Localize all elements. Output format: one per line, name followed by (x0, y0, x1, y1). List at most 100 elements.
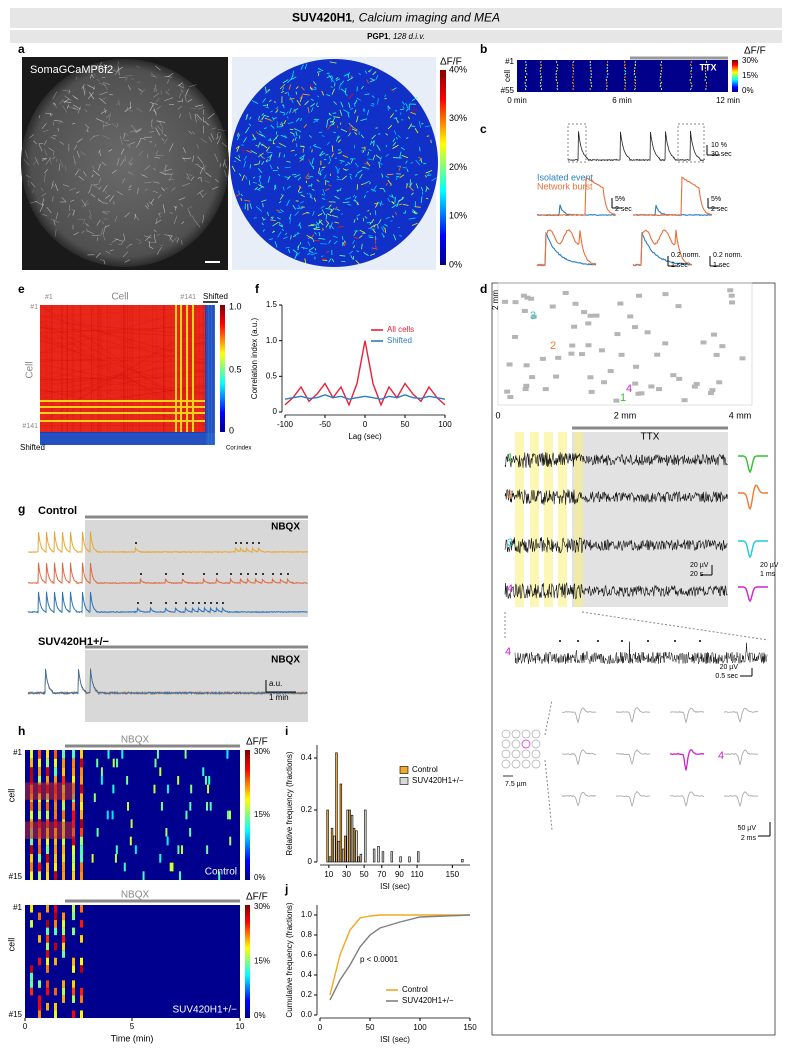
df-speck (405, 160, 408, 164)
event-dot (222, 602, 224, 604)
df-speck (340, 88, 347, 93)
event-dot (262, 573, 264, 575)
df-speck (243, 155, 247, 161)
df-speck (245, 126, 250, 134)
event-dot (204, 602, 206, 604)
df-speck (312, 165, 315, 170)
df-speck (321, 227, 324, 231)
df-speck (295, 117, 300, 122)
df-speck (315, 118, 318, 123)
row-label: #1 (30, 304, 38, 311)
neurite (41, 123, 47, 129)
df-speck (316, 95, 320, 98)
title-bar (10, 8, 782, 28)
electrode (693, 381, 700, 386)
df-speck (281, 122, 284, 127)
df-speck (254, 187, 258, 191)
df-speck (359, 229, 365, 234)
df-speck (325, 213, 328, 220)
neurite (98, 82, 107, 86)
df-speck (385, 182, 388, 186)
df-speck (300, 201, 304, 204)
time-tick: 0 min (507, 96, 527, 105)
df-speck (398, 198, 404, 201)
electrode (727, 288, 734, 293)
neurite (155, 65, 161, 71)
electrode (569, 343, 576, 348)
neurite (219, 162, 222, 168)
corr-texture (39, 370, 206, 396)
neurite (164, 97, 173, 102)
df-speck (269, 154, 273, 160)
neurite (189, 84, 197, 88)
df-speck (276, 166, 279, 170)
neurite (130, 129, 137, 133)
corr-stripe (175, 305, 177, 432)
group-label: Control (38, 505, 77, 517)
neurite (146, 203, 150, 207)
neurite (102, 233, 106, 241)
df-speck (366, 79, 370, 84)
df-speck (372, 71, 377, 76)
neurite (173, 215, 178, 225)
event-dot (287, 573, 289, 575)
electrode (614, 332, 621, 337)
df-speck (415, 183, 419, 189)
event-dot (137, 602, 139, 604)
heat-cell (54, 776, 57, 785)
spike-waveform (738, 455, 768, 474)
neurite (154, 219, 162, 225)
df-speck (371, 140, 375, 144)
neurite (156, 120, 166, 123)
subtitle-bar (10, 30, 782, 43)
neurite (154, 143, 157, 147)
df-speck (294, 211, 300, 217)
neurite (162, 204, 166, 214)
raster-event (634, 60, 637, 64)
neurite (155, 150, 158, 156)
df-speck (326, 117, 331, 121)
df-speck (272, 139, 275, 144)
neurite (102, 82, 109, 90)
electrode-site (521, 739, 531, 749)
corr-texture (39, 321, 206, 336)
neurite (129, 243, 133, 246)
df-speck (370, 253, 376, 256)
neurite (109, 93, 113, 96)
df-speck (367, 151, 370, 156)
zoom-box (677, 123, 705, 163)
df-speck (298, 222, 301, 227)
bar (390, 851, 393, 863)
heat-cell (54, 957, 57, 966)
df-speck (405, 102, 409, 109)
df-speck (371, 247, 378, 250)
scale-label: 1 ms (760, 571, 776, 578)
neurite (154, 233, 156, 243)
heat-cell (80, 987, 83, 996)
df-speck (374, 237, 377, 244)
df-speck (318, 238, 326, 240)
neurite (103, 82, 110, 86)
raster-event (624, 84, 626, 88)
df-speck (352, 240, 355, 244)
df-speck (350, 158, 354, 164)
unit-waveform (561, 707, 597, 725)
heat-cell (46, 905, 49, 913)
heat-cell (209, 802, 212, 811)
df-speck (390, 220, 393, 222)
heat-cell (62, 767, 65, 776)
raster-event (690, 69, 693, 73)
scale-label: 7.5 µm (505, 781, 527, 788)
df-speck (342, 168, 347, 171)
df-speck (364, 70, 368, 74)
df-speck (364, 194, 366, 199)
df-speck (324, 188, 330, 191)
heat-cell (72, 758, 75, 768)
channel-label: 3 (507, 537, 513, 549)
df-speck (355, 173, 358, 178)
electrode (632, 381, 639, 386)
corr-texture (39, 368, 206, 399)
df-speck (257, 186, 263, 190)
neurite (182, 156, 186, 162)
neurite (102, 221, 104, 225)
